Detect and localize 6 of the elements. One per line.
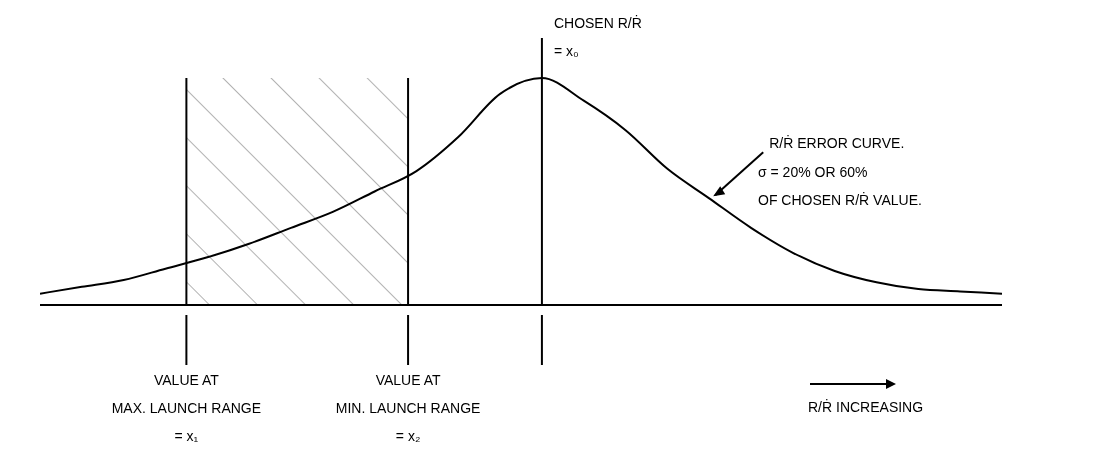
text: VALUE AT MAX. LAUNCH RANGE = x₁: [111, 372, 262, 444]
text: R/Ṙ INCREASING: [808, 399, 924, 415]
annotation: σ = 20% OR 60% OF CHOSEN R/Ṙ VALUE.: [758, 164, 922, 208]
text: R/Ṙ ERROR CURVE.: [769, 134, 905, 152]
text: VALUE AT MIN. LAUNCH RANGE = x₂: [335, 372, 481, 444]
text: CHOSEN R/Ṙ = x₀: [553, 14, 642, 59]
